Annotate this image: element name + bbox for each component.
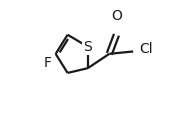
Text: S: S [83,40,92,54]
Text: Cl: Cl [139,42,153,56]
Text: O: O [111,9,122,23]
Text: F: F [43,56,51,70]
